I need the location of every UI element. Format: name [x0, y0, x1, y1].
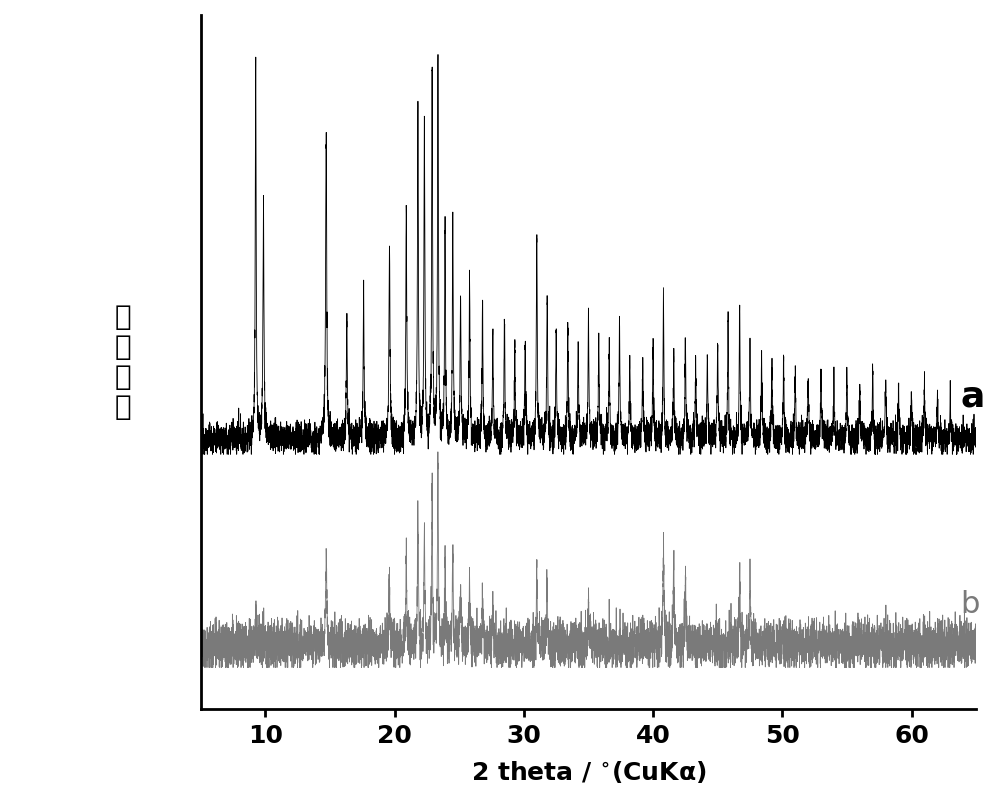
Text: a: a — [961, 379, 985, 413]
X-axis label: 2 theta / $\mathregular{^{\circ}(CuK\alpha)}$: 2 theta / $\mathregular{^{\circ}(CuK\alp… — [471, 759, 706, 785]
Text: 相
对
强
度: 相 对 强 度 — [115, 302, 132, 421]
Text: b: b — [961, 590, 980, 618]
